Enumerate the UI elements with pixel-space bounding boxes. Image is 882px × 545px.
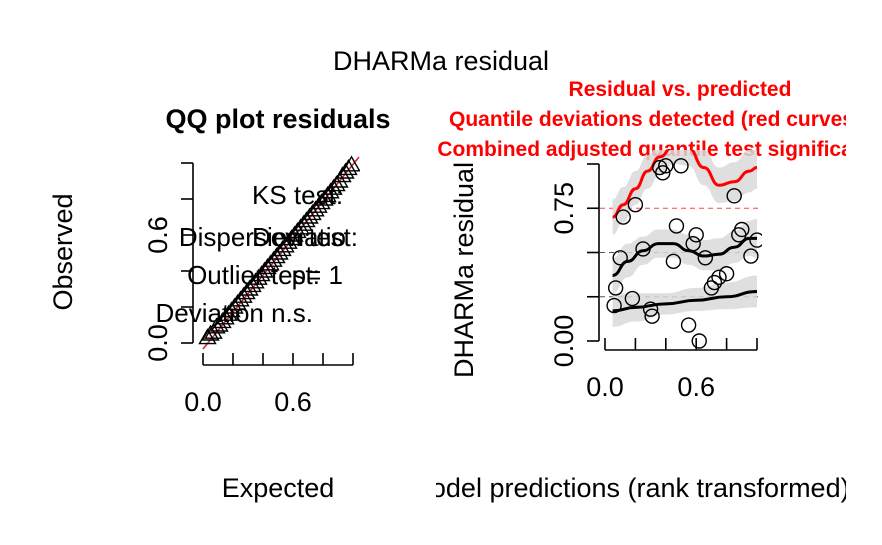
residual-plot-x-label: Model predictions (rank transformed) xyxy=(408,473,849,503)
residual-plot-y-label: DHARMa residual xyxy=(449,162,479,378)
residual-x-tick-label-0: 0.0 xyxy=(586,372,624,402)
qq-plot-axes: 0.0 0.6 0.0 0.6 xyxy=(143,162,354,417)
qq-plot-panel: QQ plot residuals Expected Observed 0.00… xyxy=(48,104,391,503)
qq-annotation-0: KS test: xyxy=(252,180,343,210)
residual-point xyxy=(668,218,685,234)
residual-plot-title: Residual vs. predicted xyxy=(569,78,792,101)
residual-point xyxy=(627,197,644,213)
residual-point xyxy=(612,250,628,266)
quantile-curve-0.25 xyxy=(612,289,758,313)
qq-point xyxy=(198,328,217,345)
qq-annotation-1: Deviatio xyxy=(252,222,346,252)
qq-y-tick-label-1: 0.6 xyxy=(143,216,173,254)
residual-point xyxy=(697,250,714,266)
residual-point xyxy=(642,301,659,317)
residual-point xyxy=(685,235,701,252)
quantile-band-0.5 xyxy=(612,218,757,294)
residual-point xyxy=(624,290,641,307)
residual-y-tick-label-0: 0.00 xyxy=(549,315,579,368)
residual-point xyxy=(644,308,660,324)
residual-point xyxy=(706,274,723,291)
qq-annotation-2: Dispersion test: xyxy=(179,222,358,252)
quantile-curve-0.75 xyxy=(612,150,758,219)
residual-point xyxy=(655,165,671,181)
page-title: DHARMa residual xyxy=(333,46,549,76)
qq-x-tick-label-1: 0.6 xyxy=(274,387,312,417)
residual-point xyxy=(688,227,704,243)
residual-point xyxy=(607,280,624,296)
qq-point xyxy=(327,175,346,192)
qq-y-tick-label-0: 0.0 xyxy=(143,324,173,362)
residual-x-tick-label-1: 0.6 xyxy=(677,372,715,402)
qq-annotation-5: Deviation n.s. xyxy=(155,298,313,328)
residual-plot-axes: 0.00 0.75 0.0 0.6 xyxy=(549,163,758,402)
qq-annotation-3: Outlier test: xyxy=(187,260,320,290)
qq-x-tick-label-0: 0.0 xyxy=(184,387,222,417)
residual-point xyxy=(749,232,762,248)
residual-point xyxy=(691,333,707,349)
qq-plot-title: QQ plot residuals xyxy=(165,104,390,134)
residual-point xyxy=(743,248,759,264)
residual-point xyxy=(665,253,682,270)
qq-plot-marks xyxy=(198,155,360,350)
residual-plot-subtitle-1: Quantile deviations detected (red curves… xyxy=(449,108,861,131)
residual-point xyxy=(635,241,651,257)
qq-annotation-4: p= 1 xyxy=(292,260,343,290)
qq-point xyxy=(342,155,360,172)
residual-vs-predicted-panel: Residual vs. predicted Quantile deviatio… xyxy=(408,78,861,503)
residual-point xyxy=(673,158,689,174)
qq-point xyxy=(207,317,226,334)
residual-point xyxy=(711,269,727,285)
residual-point xyxy=(718,266,735,282)
qq-plot-x-label: Expected xyxy=(222,473,335,503)
qq-point xyxy=(339,158,358,176)
qq-plot-y-label: Observed xyxy=(48,193,78,310)
residual-y-tick-label-1: 0.75 xyxy=(549,182,579,235)
residual-point xyxy=(615,209,631,225)
residual-point xyxy=(734,221,750,238)
residual-point xyxy=(606,297,622,314)
residual-point xyxy=(726,188,742,204)
residual-point xyxy=(680,317,697,333)
residual-point xyxy=(658,158,674,174)
residual-plot-marks xyxy=(600,150,762,349)
